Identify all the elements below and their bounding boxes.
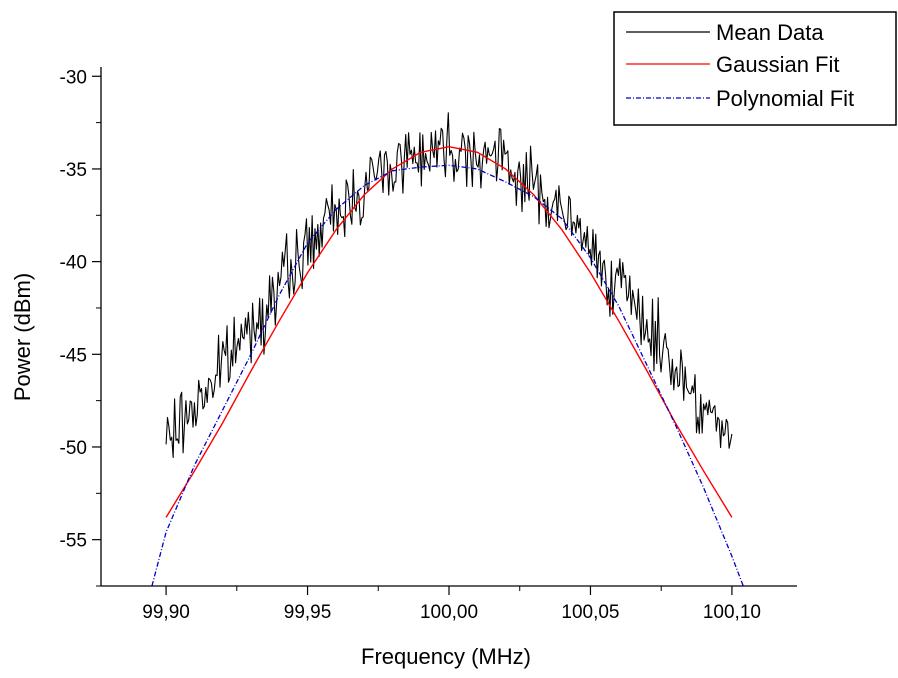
y-tick-label-1: -35 — [60, 160, 87, 181]
x-tick-label-1: 99,95 — [284, 602, 332, 623]
y-tick-label-4: -50 — [60, 438, 87, 459]
y-tick-label-3: -45 — [60, 345, 87, 366]
series-polynomial-fit-line — [151, 164, 744, 586]
y-tick-label-0: -30 — [60, 67, 87, 88]
legend-label-mean-data: Mean Data — [716, 20, 824, 45]
legend-box — [613, 11, 897, 126]
series-layer — [151, 112, 744, 586]
x-tick-label-3: 100,05 — [561, 602, 619, 623]
y-axis-title: Power (dBm) — [10, 273, 35, 401]
x-tick-label-2: 100,00 — [420, 602, 478, 623]
x-tick-label-0: 99,90 — [142, 602, 190, 623]
x-axis-title: Frequency (MHz) — [361, 644, 531, 669]
ticks-layer: 99,90 99,95 100,00 100,05 100,10 -30 -35 -40 -45… — [60, 67, 761, 623]
x-tick-label-4: 100,10 — [703, 602, 761, 623]
series-mean-data-line — [165, 112, 733, 458]
y-tick-label-2: -40 — [60, 253, 87, 274]
legend-label-gaussian-fit: Gaussian Fit — [716, 52, 840, 77]
y-tick-label-5: -55 — [60, 531, 87, 552]
series-gaussian-fit-line — [165, 146, 733, 518]
legend-label-polynomial-fit: Polynomial Fit — [716, 86, 854, 111]
legend: Mean Data Gaussian Fit Polynomial Fit — [613, 11, 897, 126]
